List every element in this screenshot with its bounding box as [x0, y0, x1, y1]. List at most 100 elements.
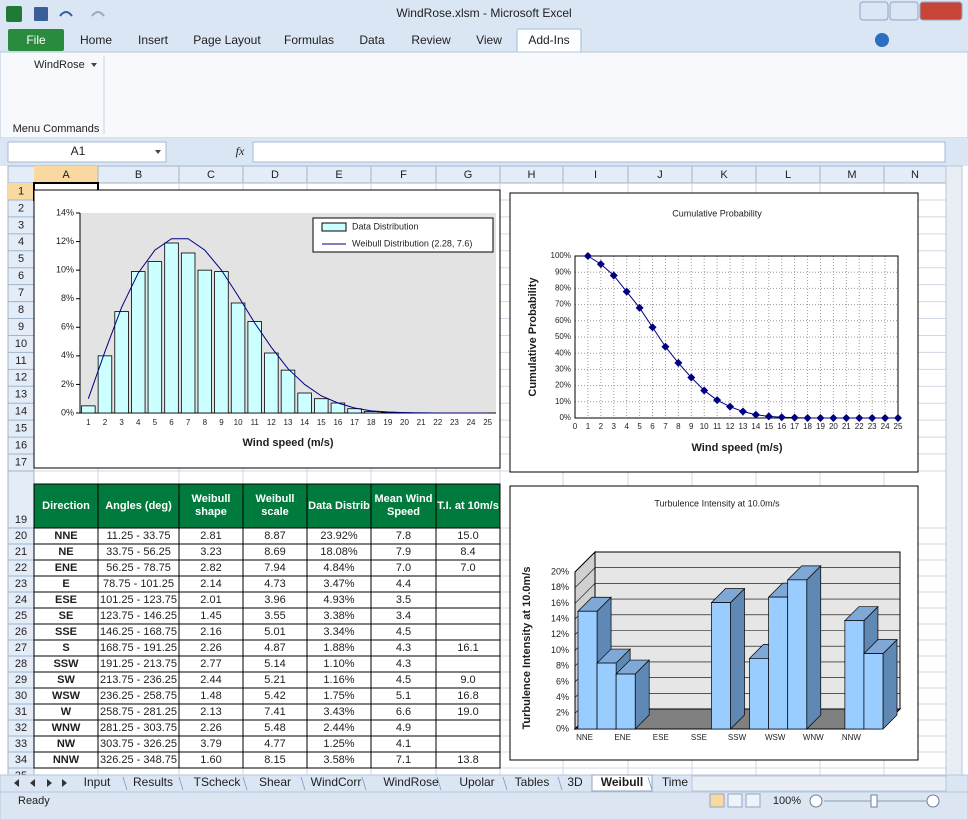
x-tick-label: 21: [417, 418, 426, 427]
marker: [816, 414, 825, 422]
row-header: 25: [15, 610, 27, 622]
minimize-button[interactable]: [859, 1, 889, 21]
bar: [230, 302, 246, 414]
bar: [863, 638, 898, 730]
sheet-tab[interactable]: Time: [662, 775, 689, 789]
ribbon-tab[interactable]: Add-Ins: [528, 33, 569, 47]
table-cell-text: 146.25 - 168.75: [100, 626, 177, 638]
window-title: WindRose.xlsm - Microsoft Excel: [396, 6, 571, 20]
sheet-tab[interactable]: TScheck: [194, 775, 242, 789]
tab-nav-button[interactable]: [14, 779, 19, 787]
x-tick-label: SSE: [691, 733, 707, 742]
table-cell-text: 2.77: [200, 658, 221, 670]
table-cell-text: 123.75 - 146.25: [100, 610, 177, 622]
row-header: 12: [15, 372, 27, 384]
row-header: 16: [15, 439, 27, 451]
active-sheet-tab[interactable]: [591, 774, 653, 792]
table-cell-text: 7.94: [264, 562, 285, 574]
bar-front: [787, 579, 808, 730]
table-cell-text: 236.25 - 258.75: [100, 690, 177, 702]
table-cell-text: SSE: [55, 626, 77, 638]
sheet-tab[interactable]: Results: [133, 775, 173, 789]
ribbon-tab[interactable]: View: [476, 33, 502, 47]
bar: [363, 411, 379, 414]
table-cell-text: 4.5: [396, 626, 411, 638]
bar: [81, 405, 96, 414]
x-tick-label: 8: [203, 418, 208, 427]
ribbon-button[interactable]: WindRose: [34, 59, 85, 71]
marker: [700, 386, 709, 395]
table-cell-text: 1.16%: [323, 674, 354, 686]
column-header: L: [785, 169, 791, 181]
y-tick-label: 10%: [555, 397, 571, 406]
normal-view[interactable]: [709, 793, 725, 808]
ribbon-tab[interactable]: Review: [411, 33, 451, 47]
tab-nav-button[interactable]: [62, 779, 67, 787]
y-tick-label: 12%: [56, 236, 74, 246]
chart-title: Cumulative Probability: [672, 208, 762, 218]
page-break-view[interactable]: [745, 793, 761, 808]
x-tick-label: 5: [153, 418, 158, 427]
table-header-wrap: T.I. at 10m/s: [437, 499, 499, 512]
table-cell-text: 2.01: [200, 594, 221, 606]
sheet-tab[interactable]: WindCorr: [311, 775, 362, 789]
zoom-thumb[interactable]: [870, 794, 878, 808]
sheet-tab[interactable]: Input: [84, 775, 111, 789]
row-header: 20: [15, 530, 27, 542]
marker: [881, 414, 890, 422]
vertical-scrollbar[interactable]: [945, 165, 963, 776]
ribbon-tab[interactable]: Page Layout: [193, 33, 261, 47]
page-layout-view[interactable]: [727, 793, 743, 808]
table-header: T.I. at 10m/s: [437, 499, 499, 512]
redo-icon: [91, 11, 105, 17]
ribbon-tab[interactable]: Insert: [138, 33, 169, 47]
zoom-in[interactable]: [926, 794, 940, 808]
fx-button[interactable]: fx: [236, 144, 245, 158]
bar-front: [844, 620, 865, 730]
table-cell-text: 3.96: [264, 594, 285, 606]
sheet-tab-separator: [557, 776, 563, 791]
close-button[interactable]: [919, 1, 963, 21]
table-header-wrap: Mean Wind Speed: [375, 493, 433, 518]
x-tick-label: 16: [777, 422, 786, 431]
table-cell-text: 7.8: [396, 530, 411, 542]
row-header: 8: [18, 304, 24, 316]
formula-input[interactable]: [252, 141, 946, 163]
marker: [894, 414, 902, 422]
grid-line: [574, 551, 900, 573]
status-text: Ready: [18, 795, 50, 807]
sheet-tab[interactable]: Upolar: [459, 775, 494, 789]
name-box[interactable]: [7, 141, 167, 163]
file-tab-bg[interactable]: [8, 29, 64, 51]
table-cell-text: 4.73: [264, 578, 285, 590]
name-box-value: A1: [71, 144, 86, 158]
ribbon-tab[interactable]: Formulas: [284, 33, 334, 47]
ribbon-tab[interactable]: File: [26, 33, 46, 47]
ribbon-tab[interactable]: Home: [80, 33, 112, 47]
sheet-tab[interactable]: Weibull: [601, 775, 643, 789]
tab-nav-button[interactable]: [30, 779, 35, 787]
sheet-tab[interactable]: Shear: [259, 775, 291, 789]
table-cell-text: W: [61, 706, 72, 718]
column-header: M: [847, 169, 856, 181]
sheet-tab[interactable]: 3D: [567, 775, 583, 789]
zoom-level[interactable]: 100%: [773, 795, 801, 807]
marker: [855, 414, 864, 422]
table-cell-text: 7.0: [396, 562, 411, 574]
table-cell-text: 7.1: [396, 754, 411, 766]
table-cell-text: 4.5: [396, 674, 411, 686]
zoom-out[interactable]: [809, 794, 823, 808]
table-cell-text: 7.0: [460, 562, 475, 574]
help-icon[interactable]: [875, 33, 889, 47]
table-cell: [435, 591, 501, 609]
tab-nav-button[interactable]: [47, 779, 52, 787]
maximize-button[interactable]: [889, 1, 919, 21]
x-tick-label: 7: [663, 422, 668, 431]
sheet-tab[interactable]: Tables: [515, 775, 550, 789]
table-cell-text: 2.16: [200, 626, 221, 638]
horizontal-scrollbar[interactable]: [691, 775, 947, 792]
ribbon-tab[interactable]: Data: [359, 33, 385, 47]
table-cell-text: NW: [57, 738, 76, 750]
sheet-tab[interactable]: WindRose: [383, 775, 439, 789]
column-header: I: [594, 169, 597, 181]
